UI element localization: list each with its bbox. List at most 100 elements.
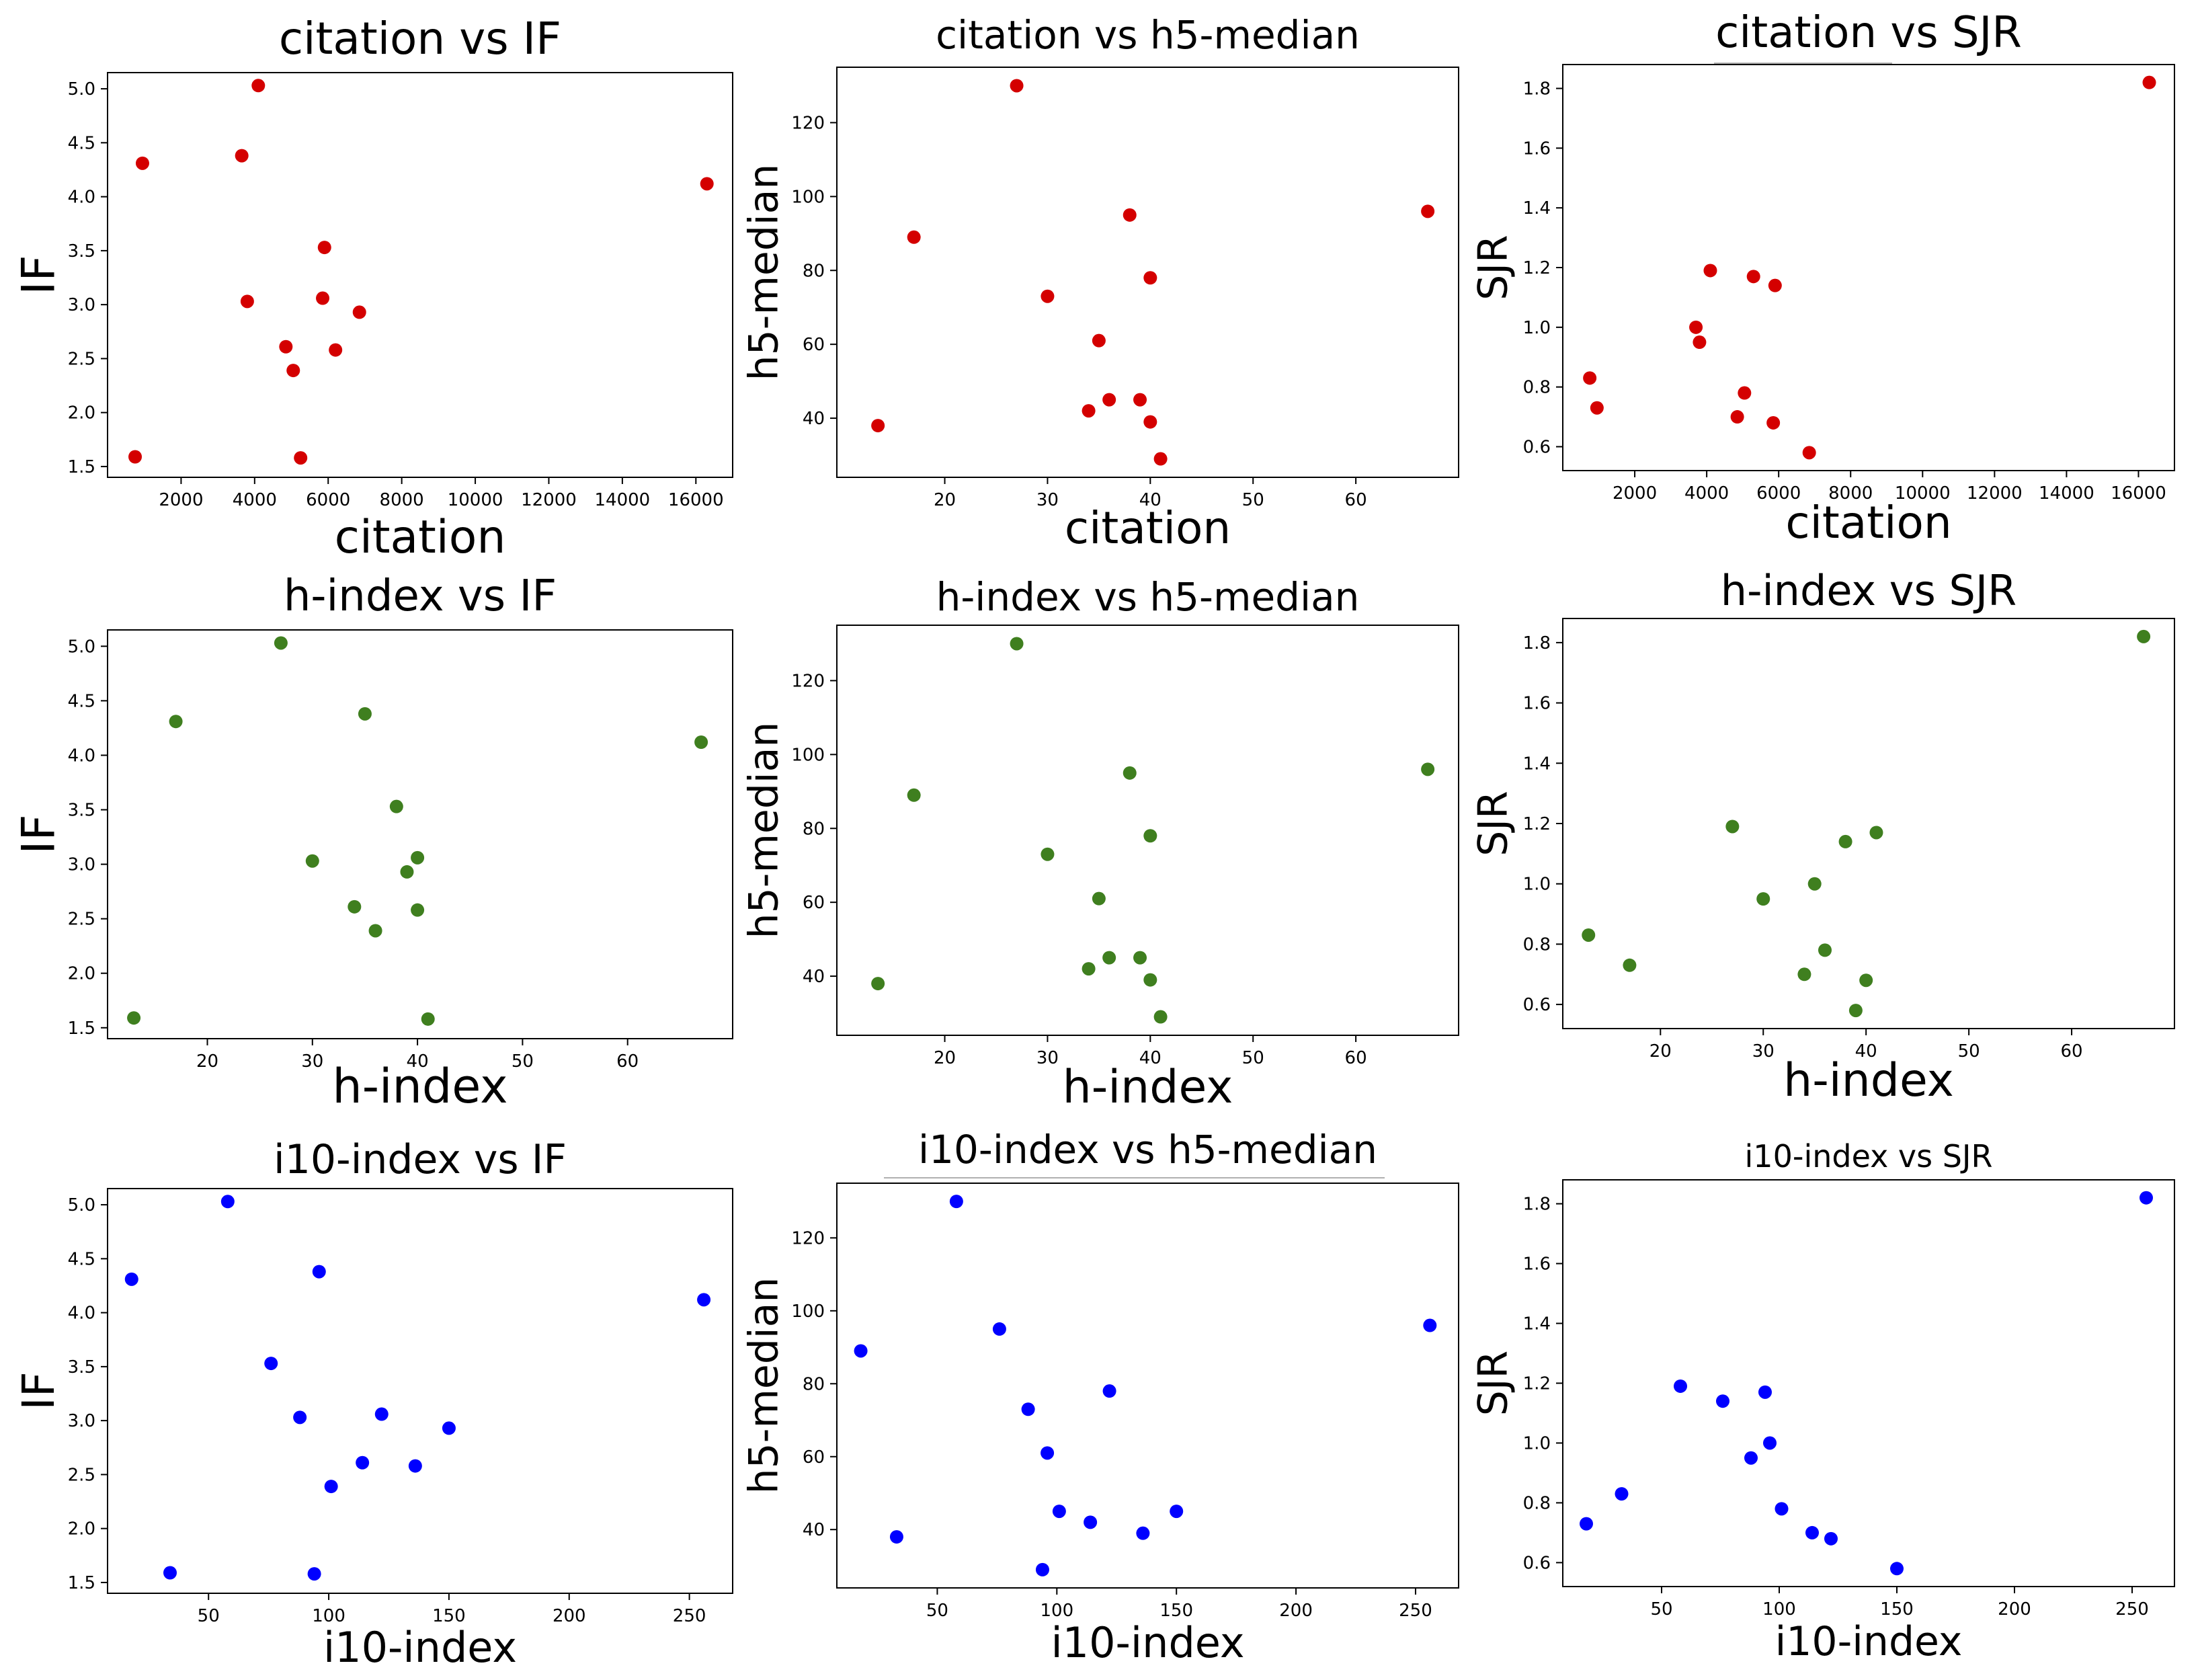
- x-tick-label: 14000: [595, 490, 651, 510]
- data-point: [1730, 410, 1744, 424]
- x-tick-label: 30: [301, 1051, 323, 1072]
- y-axis-label: IF: [13, 814, 66, 854]
- y-tick-label: 120: [791, 1228, 825, 1248]
- data-point: [1775, 1502, 1789, 1516]
- data-point: [124, 1272, 138, 1286]
- data-point: [1143, 973, 1157, 987]
- data-point: [411, 903, 425, 917]
- data-point: [1153, 1010, 1168, 1024]
- x-tick-label: 10000: [448, 490, 503, 510]
- y-tick-label: 1.6: [1523, 694, 1551, 714]
- y-tick-label: 100: [791, 187, 825, 207]
- x-tick-label: 60: [1345, 1048, 1367, 1068]
- y-tick-label: 5.0: [68, 637, 95, 657]
- data-point: [1170, 1505, 1184, 1519]
- data-point: [1041, 289, 1055, 303]
- data-point: [1010, 637, 1024, 651]
- data-point: [1807, 877, 1822, 891]
- x-tick-label: 16000: [2111, 483, 2166, 504]
- data-point: [307, 1567, 321, 1581]
- y-tick-label: 0.6: [1523, 995, 1551, 1015]
- y-tick-label: 1.8: [1523, 633, 1551, 653]
- data-point: [1153, 452, 1168, 466]
- x-tick-label: 50: [1958, 1041, 1980, 1062]
- data-point: [1123, 766, 1137, 780]
- data-point: [1623, 958, 1637, 972]
- data-point: [992, 1322, 1006, 1336]
- x-tick-label: 200: [1998, 1599, 2031, 1619]
- x-axis-label: i10-index: [323, 1623, 517, 1672]
- chart-panel-2: 20 30 40 50 60 40 60 80 100 120 citation vs h5-med…: [741, 12, 1459, 554]
- x-tick-label: 2000: [159, 490, 203, 510]
- data-point: [1848, 1004, 1863, 1018]
- plot-area: [107, 72, 733, 478]
- plot-area: [1562, 1179, 2175, 1587]
- data-point: [1768, 278, 1782, 292]
- data-point: [1805, 1525, 1819, 1539]
- data-point: [1674, 1379, 1687, 1393]
- data-point: [1859, 973, 1873, 988]
- data-point: [1763, 1436, 1777, 1450]
- data-point: [294, 451, 308, 465]
- x-axis-label: i10-index: [1051, 1618, 1244, 1667]
- y-tick-label: 3.0: [68, 855, 95, 875]
- data-point: [316, 291, 330, 305]
- y-tick-label: 60: [803, 1447, 825, 1468]
- y-tick-label: 4.0: [68, 1304, 95, 1324]
- chart-panel-1: 2000 4000 6000 8000 10000 12000 14000 16000 1.5 2…: [13, 13, 733, 564]
- x-tick-label: 4000: [1684, 483, 1729, 504]
- x-tick-label: 150: [1159, 1601, 1193, 1621]
- data-point: [135, 156, 149, 170]
- y-axis-label: h5-median: [741, 1277, 788, 1494]
- data-point: [1580, 1517, 1593, 1531]
- x-tick-label: 6000: [306, 490, 350, 510]
- x-tick-label: 40: [1855, 1041, 1877, 1062]
- data-point: [871, 977, 885, 991]
- y-tick-label: 0.8: [1523, 934, 1551, 955]
- x-tick-label: 6000: [1756, 483, 1801, 504]
- y-tick-label: 4.5: [68, 1249, 95, 1269]
- y-tick-label: 1.4: [1523, 754, 1551, 774]
- y-tick-label: 1.8: [1523, 1195, 1551, 1215]
- data-point: [348, 899, 362, 914]
- x-tick-label: 100: [1040, 1601, 1073, 1621]
- y-tick-label: 1.6: [1523, 138, 1551, 159]
- data-point: [1818, 943, 1832, 957]
- y-tick-label: 40: [803, 409, 825, 429]
- data-point: [1744, 1451, 1758, 1465]
- plot-area: [1562, 618, 2175, 1029]
- y-tick-label: 3.5: [68, 801, 95, 821]
- x-tick-label: 150: [1880, 1599, 1914, 1619]
- data-point: [697, 1293, 711, 1307]
- data-point: [220, 1195, 235, 1209]
- data-point: [1102, 1384, 1116, 1398]
- data-point: [358, 707, 372, 721]
- data-point: [1716, 1394, 1729, 1408]
- data-point: [389, 799, 403, 813]
- data-point: [907, 230, 921, 244]
- y-axis-label: SJR: [1470, 1351, 1517, 1416]
- x-axis-label: citation: [1065, 502, 1231, 554]
- data-point: [251, 79, 266, 93]
- chart-panel-4: 20 30 40 50 60 1.5 2.0 2.5 3.0 3.5 4.0 4.5 5.0 h-inde…: [13, 571, 733, 1114]
- x-axis-label: citation: [335, 511, 506, 564]
- data-point: [128, 450, 142, 464]
- data-point: [400, 865, 414, 879]
- data-point: [1021, 1402, 1035, 1416]
- y-axis-label: IF: [13, 1371, 65, 1410]
- chart-panel-8: 50 100 150 200 250 40 60 80 100 120 i10-index vs h…: [741, 1127, 1459, 1667]
- y-tick-label: 1.0: [1523, 875, 1551, 895]
- x-tick-label: 10000: [1895, 483, 1951, 504]
- data-point: [1802, 446, 1816, 460]
- data-point: [356, 1455, 370, 1470]
- data-point: [163, 1566, 177, 1580]
- y-tick-label: 5.0: [68, 79, 95, 99]
- data-point: [871, 419, 885, 433]
- data-point: [1421, 762, 1435, 776]
- data-point: [1143, 829, 1157, 843]
- y-tick-label: 120: [791, 113, 825, 133]
- x-tick-label: 50: [926, 1601, 948, 1621]
- y-tick-label: 100: [791, 745, 825, 765]
- data-point: [694, 735, 708, 749]
